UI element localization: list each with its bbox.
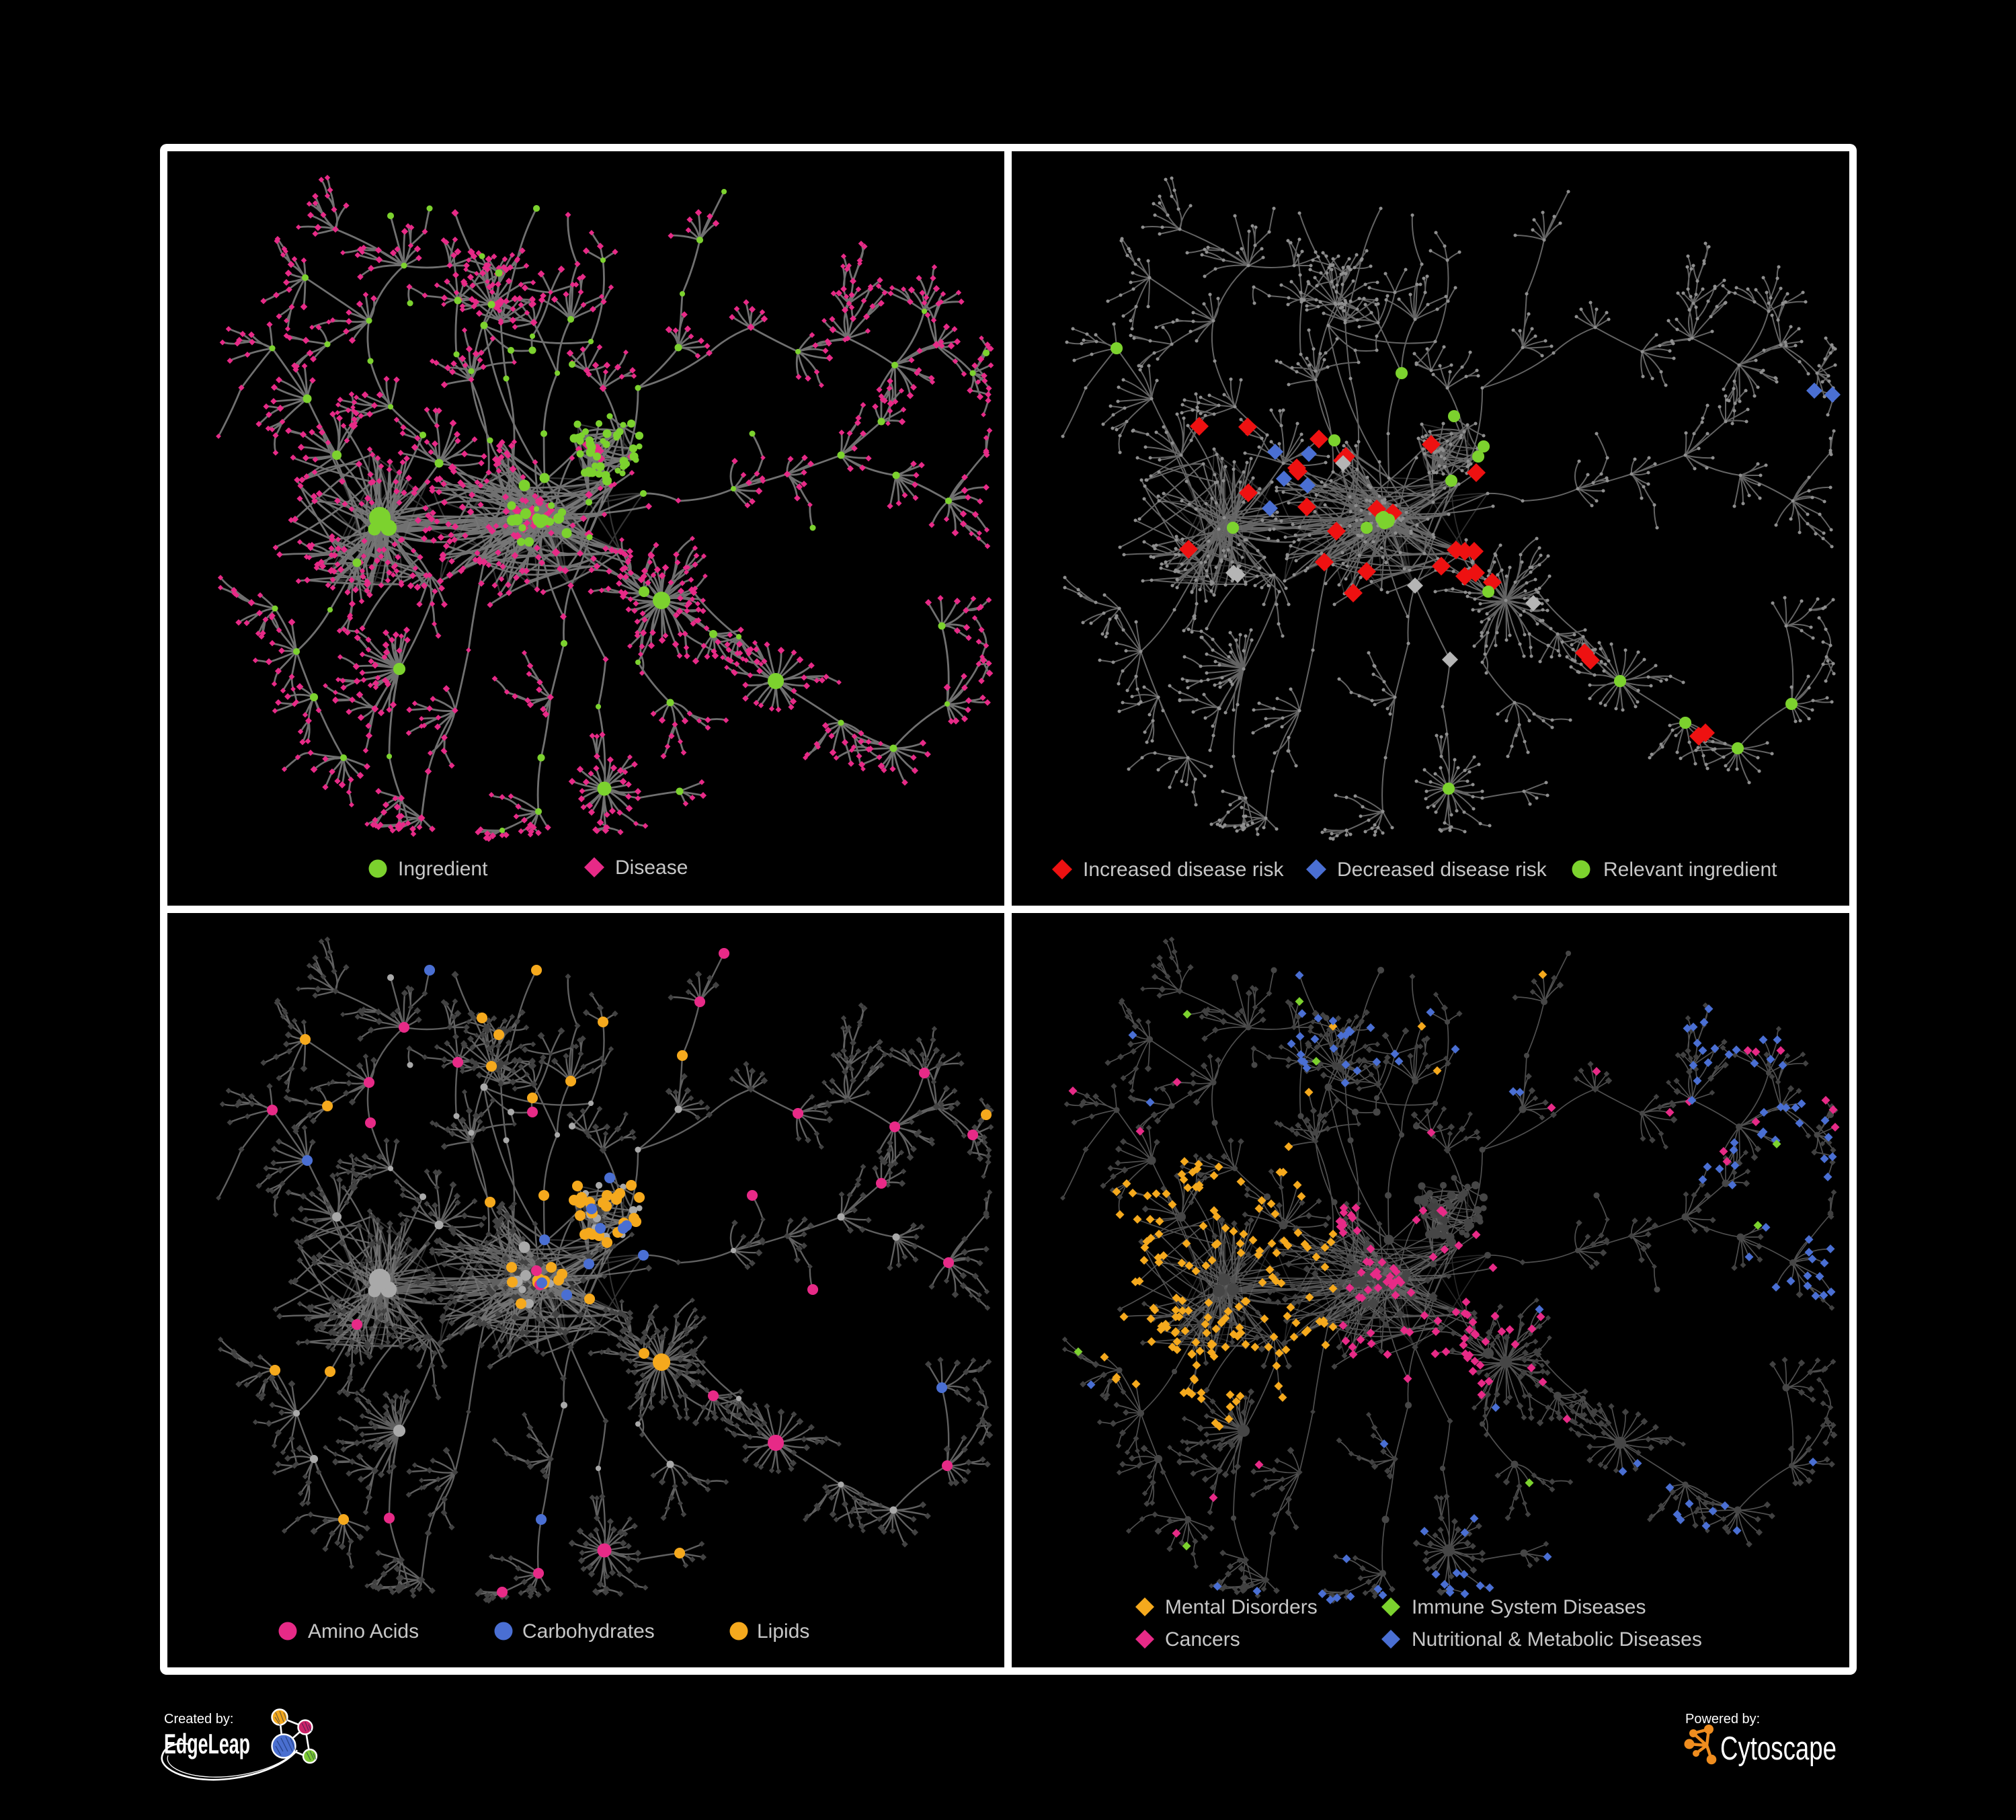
svg-text:Disease: Disease xyxy=(615,857,688,879)
svg-text:Mental Disorders: Mental Disorders xyxy=(1165,1596,1318,1618)
svg-text:Carbohydrates: Carbohydrates xyxy=(522,1620,655,1643)
svg-text:Decreased disease risk: Decreased disease risk xyxy=(1337,859,1547,881)
svg-text:Relevant ingredient: Relevant ingredient xyxy=(1603,859,1777,881)
svg-text:Nutritional & Metabolic Diseas: Nutritional & Metabolic Diseases xyxy=(1412,1628,1702,1651)
svg-text:Immune System Diseases: Immune System Diseases xyxy=(1412,1596,1646,1618)
svg-text:EdgeLeap: EdgeLeap xyxy=(164,1728,250,1759)
svg-text:Amino Acids: Amino Acids xyxy=(308,1620,419,1643)
svg-text:Lipids: Lipids xyxy=(757,1620,809,1643)
svg-text:Increased disease risk: Increased disease risk xyxy=(1083,859,1284,881)
svg-text:Powered by:: Powered by: xyxy=(1685,1712,1760,1727)
svg-text:Ingredient: Ingredient xyxy=(398,858,488,880)
svg-text:Created by:: Created by: xyxy=(164,1712,233,1727)
svg-text:Cytoscape: Cytoscape xyxy=(1720,1731,1837,1767)
svg-text:Cancers: Cancers xyxy=(1165,1628,1240,1651)
